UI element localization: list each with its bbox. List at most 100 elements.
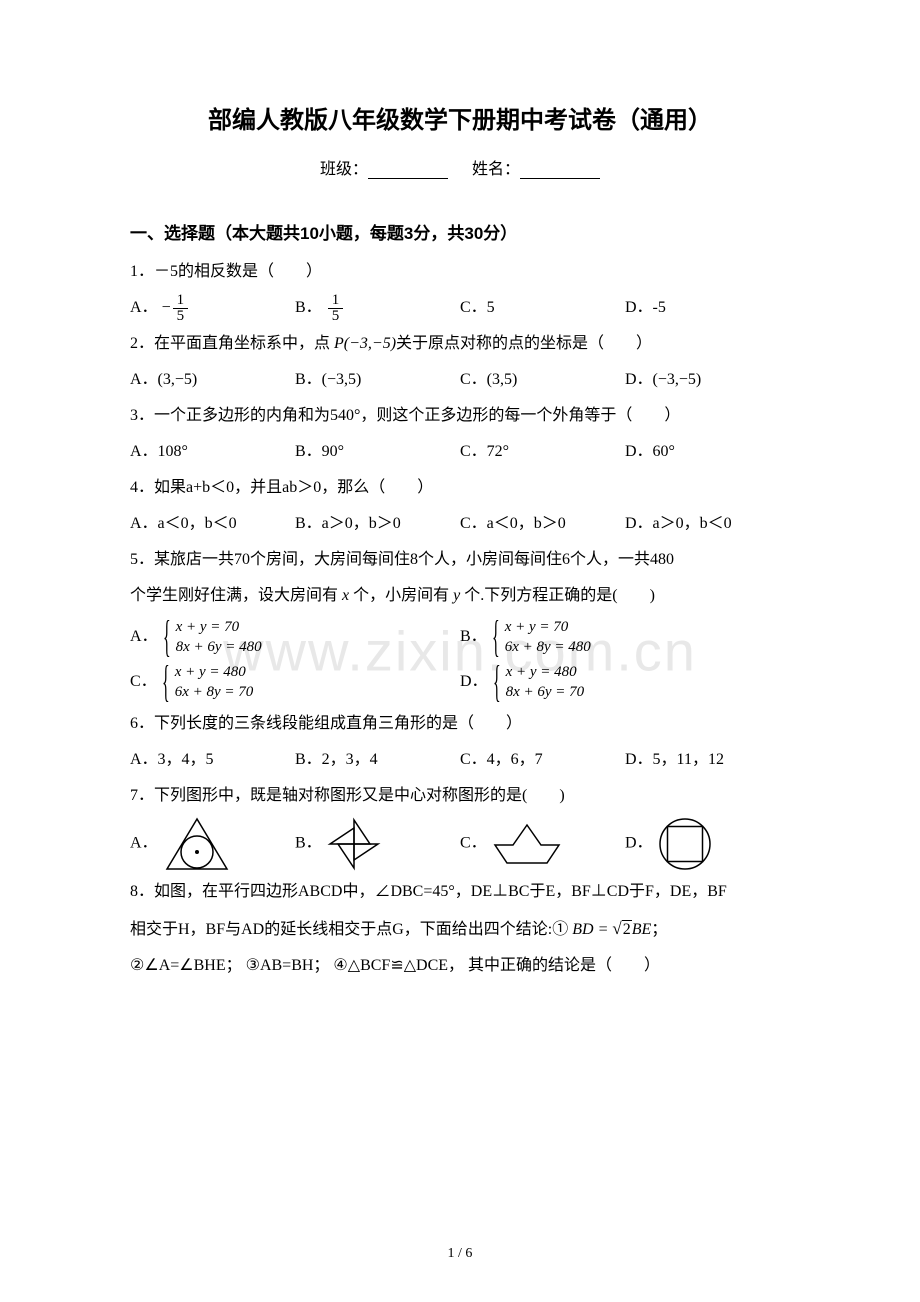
boat-icon <box>491 819 563 869</box>
equation-system: x + y = 70 6x + 8y = 480 <box>491 618 591 657</box>
q5-text-l2: 个学生刚好住满，设大房间有 x 个，小房间有 y 个.下列方程正确的是( ) <box>130 580 790 612</box>
x: x <box>338 587 353 604</box>
post: 关于原点对称的点的坐标是（ ） <box>396 335 652 352</box>
q3-text: 3．一个正多边形的内角和为540°，则这个正多边形的每一个外角等于（ ） <box>130 400 790 432</box>
fraction: 15 <box>173 293 189 324</box>
q2-text: 2．在平面直角坐标系中，点 P(−3,−5)关于原点对称的点的坐标是（ ） <box>130 328 790 360</box>
eq1: x + y = 480 <box>175 663 254 683</box>
label: D． <box>625 835 653 852</box>
page-content: 部编人教版八年级数学下册期中考试卷（通用） 班级： 姓名： 一、选择题（本大题共… <box>130 100 790 982</box>
equation-system: x + y = 480 6x + 8y = 70 <box>161 663 254 702</box>
name-label: 姓名： <box>472 161 520 178</box>
label: D． <box>460 673 488 690</box>
q5-optA: A． x + y = 70 8x + 6y = 480 <box>130 618 460 657</box>
q5-options-row2: C． x + y = 480 6x + 8y = 70 D． x + y = 4… <box>130 663 790 702</box>
q5-options-row1: A． x + y = 70 8x + 6y = 480 B． x + y = 7… <box>130 618 790 657</box>
q5-optB: B． x + y = 70 6x + 8y = 480 <box>460 618 790 657</box>
post: 个.下列方程正确的是( ) <box>464 587 655 604</box>
q1-options: A． −15 B． 15 C．5 D．-5 <box>130 292 790 324</box>
label: B． <box>295 299 322 316</box>
q8-l3: ②∠A=∠BHE； ③AB=BH； ④△BCF≌△DCE， 其中正确的结论是（ … <box>130 950 790 982</box>
eq1: x + y = 70 <box>176 618 262 638</box>
q7-optB: B． <box>295 816 460 872</box>
label: B． <box>460 628 487 645</box>
label: B． <box>295 835 322 852</box>
eq2: 8x + 6y = 480 <box>176 638 262 658</box>
page-footer: 1 / 6 <box>0 1246 920 1262</box>
q7-options: A． B． C． D． <box>130 816 790 872</box>
eq2: 6x + 8y = 70 <box>175 683 254 703</box>
neg: − <box>162 299 171 316</box>
q1-text: 1．－5的相反数是（ ） <box>130 256 790 288</box>
rhs: BE <box>632 921 652 938</box>
radicand: 2 <box>622 920 632 938</box>
num: 1 <box>328 293 344 309</box>
q1-optB: B． 15 <box>295 292 460 324</box>
mid: 个，小房间有 <box>353 587 449 604</box>
q4-optA: A．a＜0，b＜0 <box>130 508 295 540</box>
q2-options: A．(3,−5) B．(−3,5) C．(3,5) D．(−3,−5) <box>130 364 790 396</box>
y: y <box>449 587 464 604</box>
q5-optD: D． x + y = 480 8x + 6y = 70 <box>460 663 790 702</box>
section-1-header: 一、选择题（本大题共10小题，每题3分，共30分） <box>130 219 790 244</box>
eq2: 6x + 8y = 480 <box>505 638 591 658</box>
q3-optB: B．90° <box>295 436 460 468</box>
q4-optC: C．a＜0，b＞0 <box>460 508 625 540</box>
q2-optC: C．(3,5) <box>460 364 625 396</box>
q2-optA: A．(3,−5) <box>130 364 295 396</box>
class-label: 班级： <box>320 161 368 178</box>
eq1: x + y = 480 <box>506 663 585 683</box>
q2-optB: B．(−3,5) <box>295 364 460 396</box>
pre: 2．在平面直角坐标系中，点 <box>130 335 330 352</box>
eq2: 8x + 6y = 70 <box>506 683 585 703</box>
q4-options: A．a＜0，b＜0 B．a＞0，b＞0 C．a＜0，b＞0 D．a＞0，b＜0 <box>130 508 790 540</box>
den: 5 <box>328 309 344 324</box>
q3-optC: C．72° <box>460 436 625 468</box>
sqrt-icon: 2 <box>612 912 631 946</box>
q3-options: A．108° B．90° C．72° D．60° <box>130 436 790 468</box>
q7-text: 7．下列图形中，既是轴对称图形又是中心对称图形的是( ) <box>130 780 790 812</box>
pre: 相交于H，BF与AD的延长线相交于点G，下面给出四个结论:① <box>130 921 568 938</box>
label: A． <box>130 628 158 645</box>
q4-text: 4．如果a+b＜0，并且ab＞0，那么（ ） <box>130 472 790 504</box>
q8-l1: 8．如图，在平行四边形ABCD中，∠DBC=45°，DE⊥BC于E，BF⊥CD于… <box>130 876 790 908</box>
equation-system: x + y = 70 8x + 6y = 480 <box>162 618 262 657</box>
q7-optD: D． <box>625 816 790 872</box>
q6-optB: B．2，3，4 <box>295 744 460 776</box>
q5-text-l1: 5．某旅店一共70个房间，大房间每间住8个人，小房间每间住6个人，一共480 <box>130 544 790 576</box>
q5-optC: C． x + y = 480 6x + 8y = 70 <box>130 663 460 702</box>
page-title: 部编人教版八年级数学下册期中考试卷（通用） <box>130 100 790 135</box>
circle-square-icon <box>657 816 713 872</box>
eq1: x + y = 70 <box>505 618 591 638</box>
q8-l2: 相交于H，BF与AD的延长线相交于点G，下面给出四个结论:① BD = 2BE； <box>130 912 790 946</box>
q4-optD: D．a＞0，b＜0 <box>625 508 790 540</box>
pinwheel-icon <box>326 816 382 872</box>
fraction: 15 <box>328 293 344 324</box>
label: C． <box>460 835 487 852</box>
q1-optD: D．-5 <box>625 292 790 324</box>
q4-optB: B．a＞0，b＞0 <box>295 508 460 540</box>
label: A． <box>130 299 158 316</box>
name-blank <box>520 163 600 179</box>
label: C． <box>130 673 157 690</box>
label: A． <box>130 835 158 852</box>
class-blank <box>368 163 448 179</box>
student-info-line: 班级： 姓名： <box>130 155 790 179</box>
num: 1 <box>173 293 189 309</box>
q2-optD: D．(−3,−5) <box>625 364 790 396</box>
q1-optA: A． −15 <box>130 292 295 324</box>
lhs: BD = <box>568 921 612 938</box>
den: 5 <box>173 309 189 324</box>
q7-optA: A． <box>130 816 295 872</box>
q6-optA: A．3，4，5 <box>130 744 295 776</box>
q7-optC: C． <box>460 819 625 869</box>
q6-optC: C．4，6，7 <box>460 744 625 776</box>
point: P(−3,−5) <box>330 335 396 352</box>
post: ； <box>651 921 667 938</box>
q3-optA: A．108° <box>130 436 295 468</box>
q3-optD: D．60° <box>625 436 790 468</box>
equation-system: x + y = 480 8x + 6y = 70 <box>492 663 585 702</box>
q1-optC: C．5 <box>460 292 625 324</box>
pre: 个学生刚好住满，设大房间有 <box>130 587 338 604</box>
q6-text: 6．下列长度的三条线段能组成直角三角形的是（ ） <box>130 708 790 740</box>
